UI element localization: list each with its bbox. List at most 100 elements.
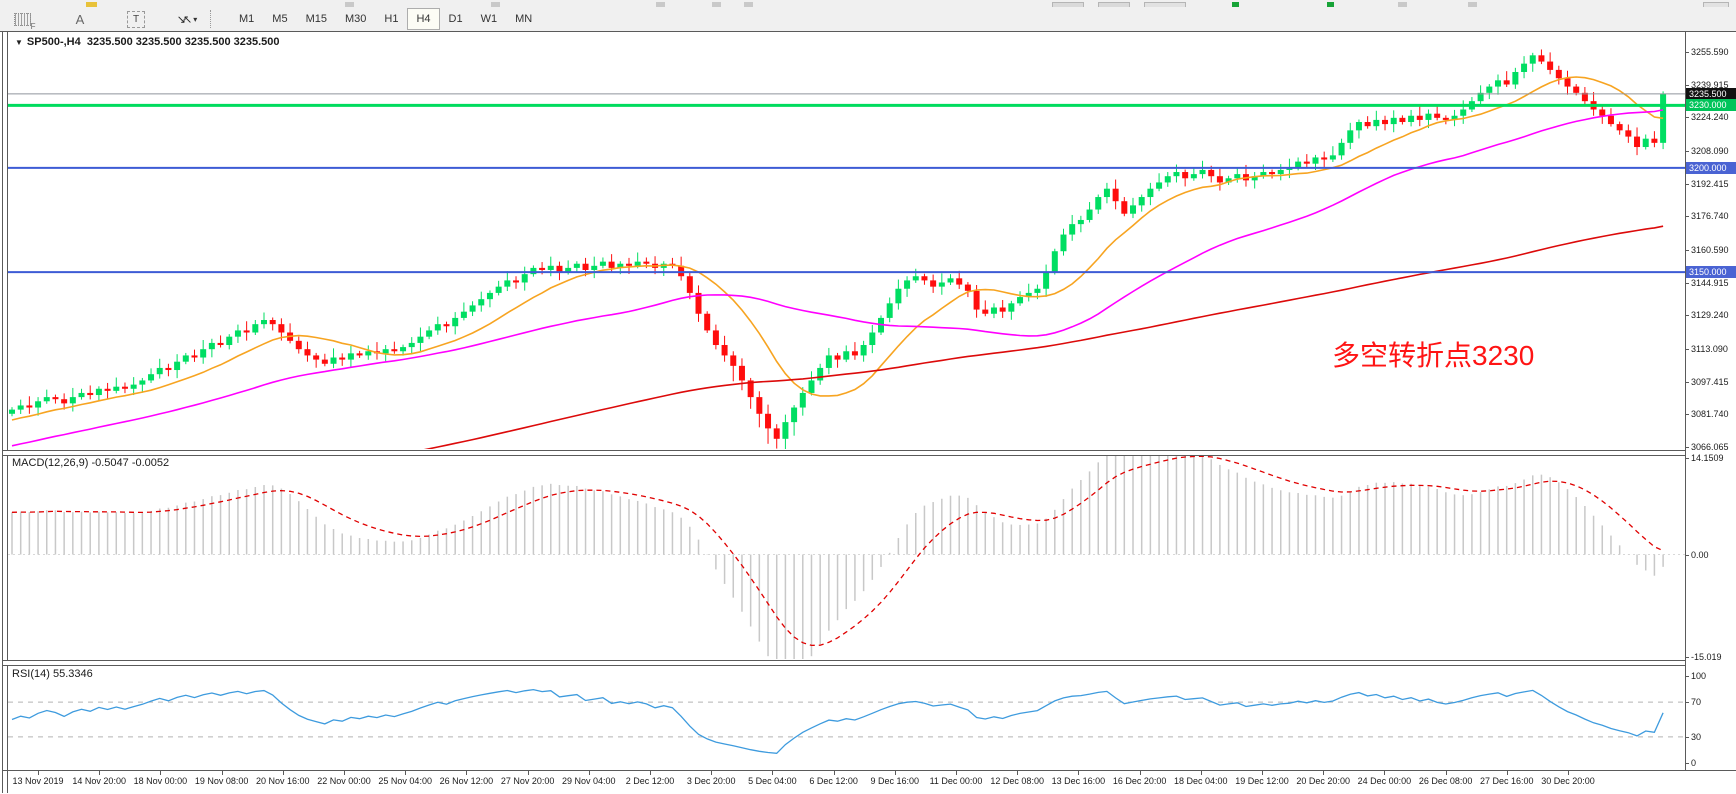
time-axis-tick bbox=[650, 771, 651, 775]
timeframe-button-m5[interactable]: M5 bbox=[272, 13, 288, 25]
axis-tick-label: 3176.740 bbox=[1691, 211, 1729, 222]
time-axis-tick bbox=[956, 771, 957, 775]
axis-tick-label: 3192.415 bbox=[1691, 178, 1729, 189]
chart-left-border bbox=[2, 31, 3, 793]
timeframe-group: M1 M5 M15 M30 H1 H4 D1 W1 MN bbox=[230, 8, 541, 30]
time-axis-tick bbox=[1140, 771, 1141, 775]
axis-tick-label: 70 bbox=[1691, 697, 1702, 708]
axis-tick bbox=[1685, 349, 1689, 350]
axis-tick bbox=[1685, 555, 1689, 556]
time-axis-label: 13 Dec 16:00 bbox=[1051, 776, 1106, 786]
text-label-tool-button[interactable]: T bbox=[122, 8, 150, 30]
chevron-down-icon: ▾ bbox=[193, 14, 198, 24]
axis-tick bbox=[1685, 283, 1689, 284]
time-axis-tick bbox=[834, 771, 835, 775]
axis-tick-label: -15.019 bbox=[1691, 652, 1722, 662]
time-axis-tick bbox=[160, 771, 161, 775]
timeframe-button-w1[interactable]: W1 bbox=[480, 13, 498, 25]
time-axis-tick bbox=[283, 771, 284, 775]
indicator-grid-button[interactable]: F bbox=[8, 8, 36, 31]
axis-tick bbox=[1685, 184, 1689, 185]
time-axis-label: 25 Nov 04:00 bbox=[378, 776, 432, 786]
axis-tick-label: 3160.590 bbox=[1691, 244, 1729, 255]
time-axis-label: 29 Nov 04:00 bbox=[562, 776, 616, 786]
time-axis-tick bbox=[1078, 771, 1079, 775]
price-badge: 3150.000 bbox=[1686, 266, 1736, 279]
clipped-icon bbox=[345, 2, 354, 7]
time-axis-tick bbox=[1507, 771, 1508, 775]
time-axis-label: 12 Dec 08:00 bbox=[990, 776, 1044, 786]
axis-tick-label: 3129.240 bbox=[1691, 310, 1729, 321]
axis-tick bbox=[1685, 250, 1689, 251]
rsi-header: RSI(14) 55.3346 bbox=[12, 668, 93, 680]
symbol-dropdown-icon[interactable]: ▼ bbox=[15, 38, 23, 47]
time-axis-tick bbox=[1568, 771, 1569, 775]
macd-header: MACD(12,26,9) -0.5047 -0.0052 bbox=[12, 457, 170, 469]
chart-annotation-text[interactable]: 多空转折点3230 bbox=[1332, 340, 1535, 371]
time-axis-label: 30 Dec 20:00 bbox=[1541, 776, 1595, 786]
clipped-icon bbox=[86, 2, 97, 7]
time-axis-label: 2 Dec 12:00 bbox=[625, 776, 675, 786]
price-axis-line bbox=[1685, 31, 1686, 771]
chart-background bbox=[0, 31, 1736, 794]
axis-tick bbox=[1685, 676, 1689, 677]
time-axis-tick bbox=[772, 771, 773, 775]
time-axis-tick bbox=[222, 771, 223, 775]
time-axis-label: 19 Nov 08:00 bbox=[194, 776, 249, 786]
time-axis-label: 19 Dec 12:00 bbox=[1235, 776, 1289, 786]
time-axis-tick bbox=[466, 771, 467, 775]
time-axis-border bbox=[3, 770, 1736, 771]
time-axis-label: 22 Nov 00:00 bbox=[317, 776, 371, 786]
clipped-icon bbox=[1327, 2, 1334, 7]
time-axis-tick bbox=[1323, 771, 1324, 775]
price-badge: 3235.500 bbox=[1686, 87, 1736, 100]
arrows-object-dropdown[interactable]: ↘↖ ▾ bbox=[174, 8, 200, 30]
clipped-icon bbox=[1098, 2, 1130, 7]
timeframe-button-m1[interactable]: M1 bbox=[239, 13, 255, 25]
axis-tick-label: 3255.590 bbox=[1691, 47, 1729, 57]
time-axis-tick bbox=[38, 771, 39, 775]
toolbar: F A T ↘↖ ▾ M1 M5 M15 M30 H1 H4 D1 W1 MN bbox=[0, 7, 1736, 31]
time-axis-label: 18 Nov 00:00 bbox=[133, 776, 188, 786]
axis-tick bbox=[1685, 151, 1689, 152]
time-axis-tick bbox=[1017, 771, 1018, 775]
axis-tick-label: 3097.415 bbox=[1691, 376, 1729, 387]
text-t-icon: T bbox=[127, 10, 145, 28]
time-axis-tick bbox=[528, 771, 529, 775]
arrow-tool-button[interactable]: A bbox=[66, 8, 94, 30]
axis-tick bbox=[1685, 52, 1689, 53]
time-axis-tick bbox=[1262, 771, 1263, 775]
axis-tick bbox=[1685, 85, 1689, 86]
time-axis-tick bbox=[895, 771, 896, 775]
time-axis-label: 26 Dec 08:00 bbox=[1418, 776, 1473, 786]
clipped-icon bbox=[712, 2, 721, 7]
time-axis-label: 18 Dec 04:00 bbox=[1174, 776, 1228, 786]
time-axis-label: 11 Dec 00:00 bbox=[929, 776, 983, 786]
time-axis-tick bbox=[1384, 771, 1385, 775]
clipped-icon bbox=[656, 2, 665, 7]
price-badge: 3230.000 bbox=[1686, 99, 1736, 112]
timeframe-button-m15[interactable]: M15 bbox=[305, 13, 327, 25]
axis-tick bbox=[1685, 117, 1689, 118]
time-axis-label: 6 Dec 12:00 bbox=[809, 776, 858, 786]
time-axis-label: 20 Dec 20:00 bbox=[1296, 776, 1350, 786]
timeframe-button-mn[interactable]: MN bbox=[515, 13, 533, 25]
pane-separator-macd[interactable] bbox=[3, 450, 1685, 456]
timeframe-button-d1[interactable]: D1 bbox=[448, 13, 463, 25]
clipped-toolbar-row bbox=[0, 0, 1736, 7]
axis-tick bbox=[1685, 763, 1689, 764]
time-axis-label: 14 Nov 20:00 bbox=[72, 776, 126, 786]
axis-tick-label: 3113.090 bbox=[1691, 343, 1728, 354]
time-axis-label: 3 Dec 20:00 bbox=[686, 776, 736, 786]
axis-tick-label: 100 bbox=[1691, 671, 1707, 681]
timeframe-button-h1[interactable]: H1 bbox=[384, 13, 399, 25]
axis-tick-label: 3208.090 bbox=[1691, 145, 1729, 156]
axis-tick bbox=[1685, 657, 1689, 658]
timeframe-button-m30[interactable]: M30 bbox=[344, 13, 367, 25]
axis-tick bbox=[1685, 458, 1689, 459]
time-axis-label: 27 Nov 20:00 bbox=[500, 776, 555, 786]
pane-separator-rsi[interactable] bbox=[3, 660, 1685, 666]
clipped-icon bbox=[1703, 2, 1729, 7]
timeframe-button-h4[interactable]: H4 bbox=[407, 8, 440, 30]
time-axis-tick bbox=[711, 771, 712, 775]
